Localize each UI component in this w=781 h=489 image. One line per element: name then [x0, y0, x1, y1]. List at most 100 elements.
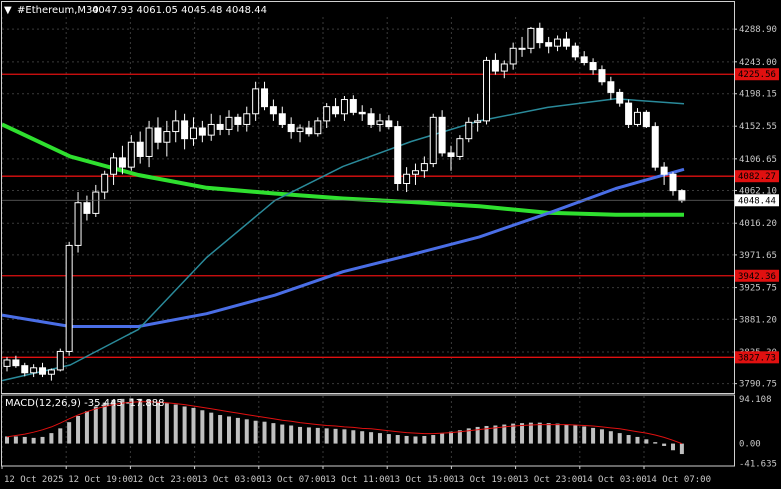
macd-histogram-bar — [413, 436, 418, 444]
ma-line-ma_blue — [1, 167, 685, 328]
macd-histogram-bar — [5, 436, 9, 444]
collapse-arrow-icon[interactable]: ▼ — [4, 5, 12, 16]
candle — [394, 120, 402, 191]
candle — [181, 113, 189, 150]
candle — [483, 56, 491, 125]
macd-histogram-bar — [591, 427, 596, 444]
candlesticks — [3, 22, 686, 381]
candle — [252, 81, 260, 121]
candle-body — [403, 173, 411, 185]
candle-body — [651, 126, 659, 168]
candle — [118, 145, 126, 175]
candle-body — [278, 113, 286, 125]
candle — [509, 42, 517, 70]
candle — [669, 172, 677, 196]
macd-histogram-bar — [466, 428, 471, 444]
candle — [527, 26, 535, 54]
macd-histogram-bar — [306, 427, 311, 444]
grid-lines — [1, 17, 734, 465]
candle — [269, 99, 277, 121]
candle — [207, 113, 215, 141]
symbol-label: #Ethereum,M30 — [17, 5, 99, 16]
candle-body — [642, 111, 650, 128]
candle-body — [56, 350, 64, 371]
candle-body — [198, 127, 206, 136]
candle-body — [172, 120, 180, 133]
candle — [545, 36, 553, 54]
candle — [420, 156, 428, 178]
macd-histogram-bar — [129, 398, 134, 444]
candle-body — [216, 123, 224, 130]
price-tick-label: 4062.10 — [739, 187, 777, 197]
macd-histogram-bar — [173, 404, 178, 444]
horizontal-levels[interactable] — [2, 73, 734, 358]
macd-histogram-bar — [102, 402, 107, 444]
macd-histogram-bar — [40, 436, 45, 444]
macd-tick-label: 94.108 — [739, 395, 772, 405]
candle-body — [420, 163, 428, 172]
candle — [518, 36, 526, 57]
candle — [136, 131, 144, 164]
price-tick-label: 4016.20 — [739, 219, 777, 229]
macd-histogram-bar — [404, 435, 409, 444]
time-tick-label: 13 Oct 23:00 — [518, 475, 583, 485]
candle-body — [625, 102, 633, 125]
candle — [429, 113, 437, 168]
price-level-tag-label: 4225.56 — [738, 70, 776, 80]
macd-histogram-bar — [546, 423, 551, 444]
macd-histogram-bar — [635, 436, 640, 444]
candle-body — [127, 141, 135, 168]
candle — [110, 152, 118, 185]
candle — [225, 110, 233, 136]
macd-histogram-bar — [324, 428, 329, 444]
candle-body — [562, 38, 570, 47]
candle — [30, 364, 38, 378]
candle-body — [509, 47, 517, 65]
candle — [145, 120, 153, 168]
macd-histogram-bar — [342, 429, 347, 444]
price-level-tag — [735, 170, 779, 183]
candle — [83, 195, 91, 221]
candle-body — [616, 91, 624, 104]
macd-histogram-bar — [218, 415, 223, 444]
macd-histogram-bar — [608, 431, 613, 444]
candle — [500, 60, 508, 79]
candle — [438, 110, 446, 157]
price-tick-label: 3881.20 — [739, 315, 777, 325]
candle-body — [136, 141, 144, 157]
candle-body — [252, 88, 260, 115]
candle — [243, 106, 251, 132]
candle — [625, 99, 633, 129]
macd-label: MACD(12,26,9) -35.445 -17.888 — [5, 398, 165, 409]
candle — [216, 115, 224, 136]
price-level-tag-label: 4082.27 — [738, 172, 776, 182]
macd-histogram-bar — [271, 423, 276, 444]
macd-histogram-bar — [120, 398, 125, 444]
candle — [589, 58, 597, 75]
macd-histogram-bar — [351, 430, 356, 444]
candle-body — [500, 63, 508, 72]
candle — [571, 42, 579, 61]
candle-body — [83, 202, 91, 214]
candle-body — [527, 27, 535, 49]
macd-histogram-bar — [360, 431, 365, 444]
macd-tick-label: 0.00 — [739, 440, 761, 450]
candle — [411, 163, 419, 185]
time-tick-label: 14 Oct 03:00 — [582, 475, 647, 485]
macd-histogram-bar — [431, 435, 436, 444]
candle — [598, 65, 606, 86]
macd-histogram-bar — [280, 424, 285, 444]
macd-histogram-bar — [253, 420, 258, 444]
candle-body — [465, 121, 473, 140]
macd-histogram-bar — [155, 401, 160, 444]
macd-histogram-bar — [537, 422, 542, 444]
price-level-tag-label: 3827.73 — [738, 353, 776, 363]
macd-histogram-bar — [289, 425, 294, 444]
candle-body — [580, 56, 588, 64]
candle — [163, 120, 171, 157]
macd-histogram-bar — [449, 431, 453, 444]
candle-body — [12, 359, 20, 367]
candle-body — [332, 106, 340, 115]
candle — [607, 76, 615, 100]
